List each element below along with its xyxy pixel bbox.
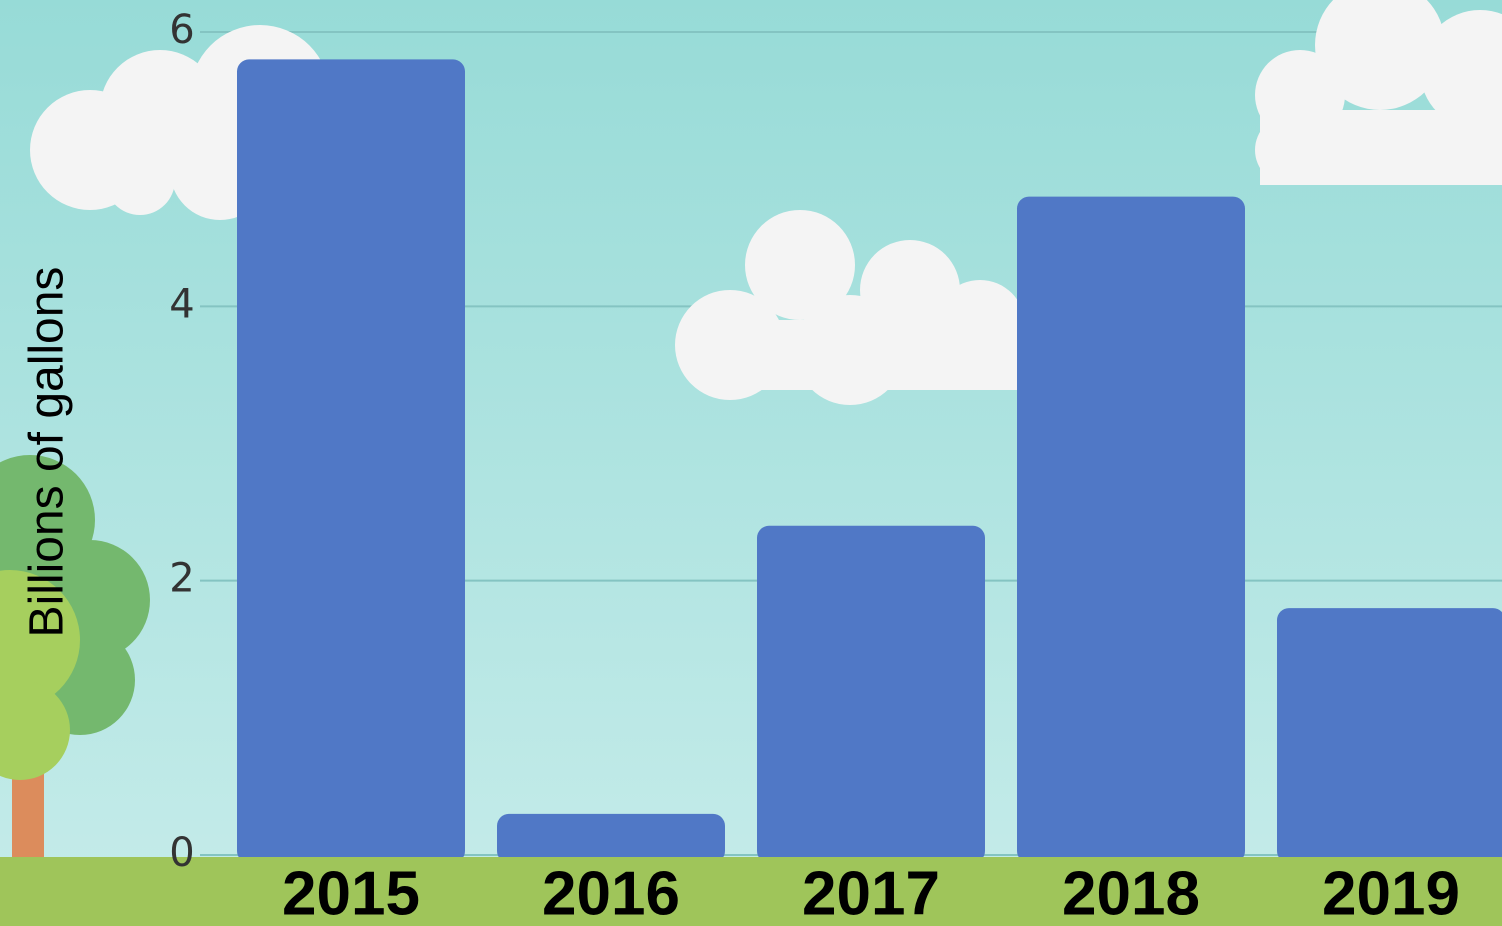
ground [0,857,1502,926]
bar [757,526,985,863]
x-tick-label: 2016 [542,859,680,926]
x-tick-label: 2019 [1322,859,1460,926]
y-tick-label: 2 [169,556,194,602]
y-tick-label: 4 [169,281,194,327]
chart: 0 2 4 6 2015 2016 2017 2018 2019 Billions of gal… [0,0,1502,926]
page: {"chart_data": {"type": "bar", "y_label"… [0,0,1502,926]
bar [1017,197,1245,863]
x-tick-label: 2015 [282,859,420,926]
bar [237,59,465,863]
bar [497,814,725,863]
x-tick-label: 2017 [802,859,940,926]
bar [1277,608,1502,863]
y-axis-label: Billions of gallons [21,267,74,638]
y-tick-label: 6 [169,7,194,53]
x-tick-label: 2018 [1062,859,1200,926]
y-tick-label: 0 [169,830,194,876]
